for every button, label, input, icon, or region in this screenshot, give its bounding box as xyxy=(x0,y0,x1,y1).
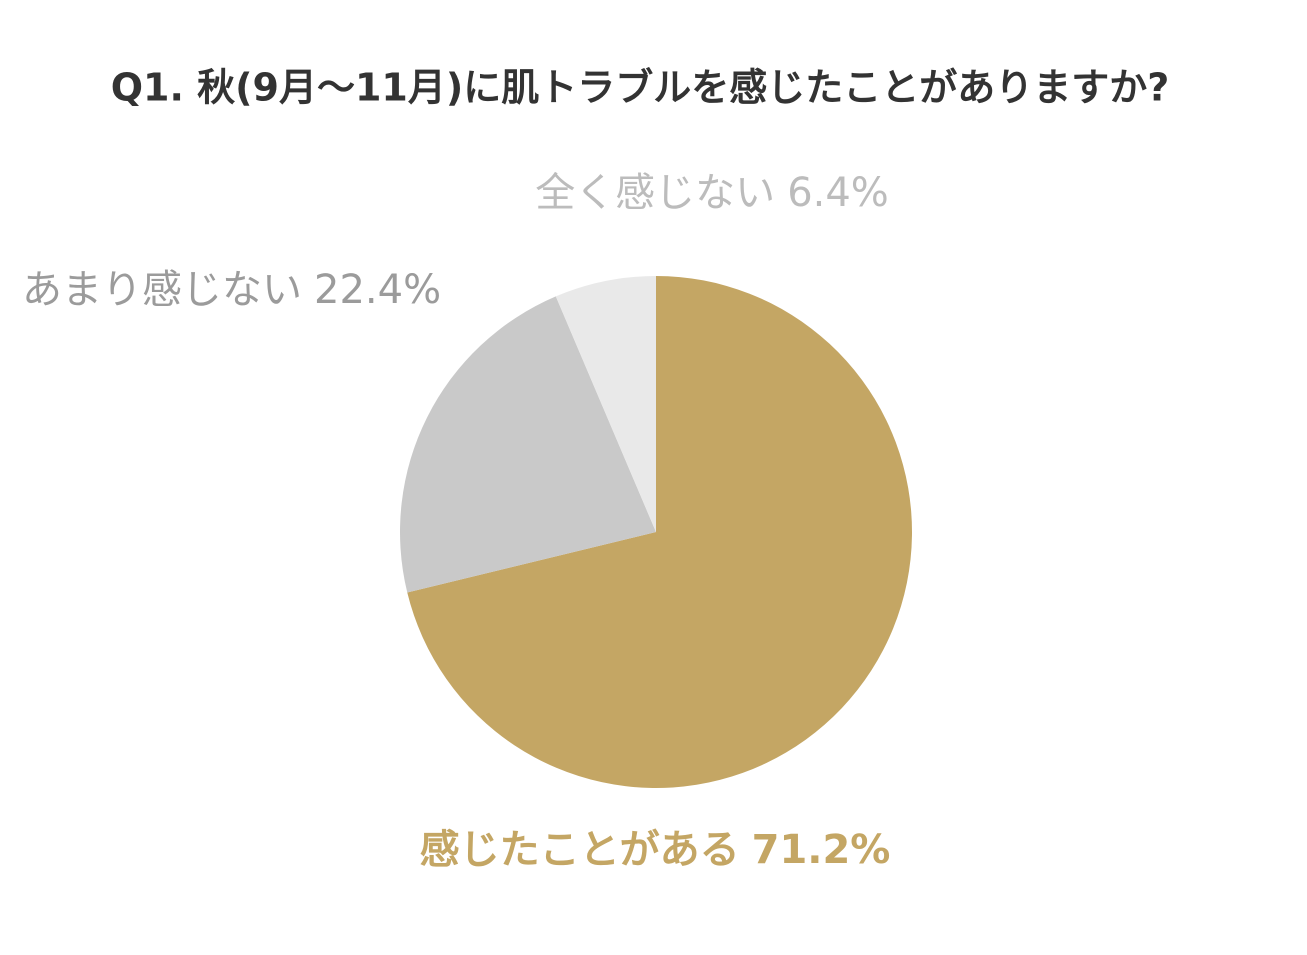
pie-slice xyxy=(407,276,912,788)
slice-value: 6.4% xyxy=(787,170,889,216)
slice-category: あまり感じない xyxy=(22,267,302,313)
slice-category: 全く感じない xyxy=(535,170,775,216)
slice-label: 全く感じない 6.4% xyxy=(535,170,889,216)
slice-label: あまり感じない 22.4% xyxy=(22,267,441,313)
pie-slice xyxy=(400,296,656,593)
slice-label: 感じたことがある 71.2% xyxy=(420,827,891,873)
slice-value: 22.4% xyxy=(314,267,441,313)
slice-value: 71.2% xyxy=(752,827,891,873)
pie-slice xyxy=(555,276,656,532)
slice-category: 感じたことがある xyxy=(420,827,740,873)
chart-title: Q1. 秋(9月〜11月)に肌トラブルを感じたことがありますか? xyxy=(111,66,1170,110)
